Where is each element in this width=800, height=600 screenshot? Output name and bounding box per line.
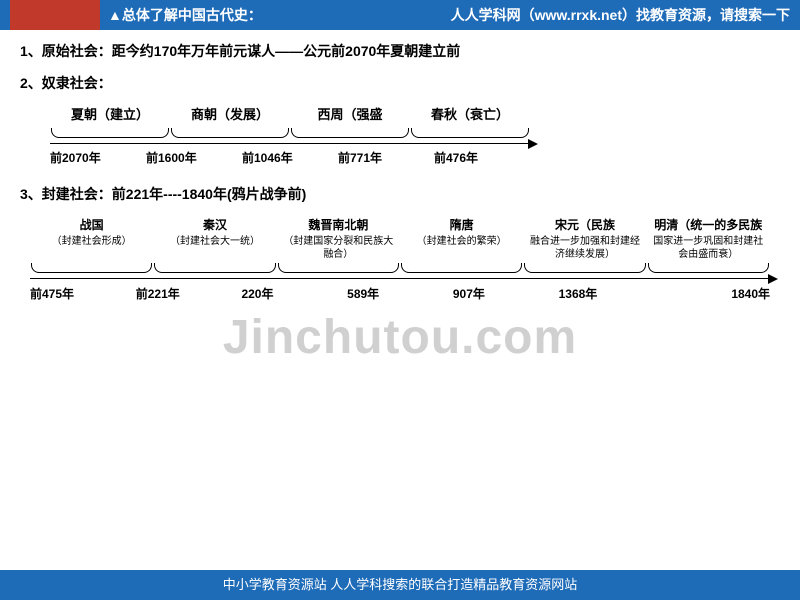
- tl2-y1: 前221年: [136, 284, 242, 304]
- logo-red: [10, 0, 100, 30]
- header-bar: ▲总体了解中国古代史： 人人学科网（www.rrxk.net）找教育资源，请搜索…: [0, 0, 800, 30]
- s1-text: 距今约170年万年前元谋人——公元前2070年夏朝建立前: [112, 43, 461, 59]
- timeline-feudal-society: 战国（封建社会形成） 秦汉（封建社会大一统） 魏晋南北朝（封建国家分裂和民族大融…: [30, 215, 770, 305]
- tl1-y2: 前1046年: [242, 148, 338, 168]
- tl2-years: 前475年 前221年 220年 589年 907年 1368年 1840年: [30, 284, 770, 304]
- page-title: ▲总体了解中国古代史：: [108, 5, 262, 25]
- tl1-years: 前2070年 前1600年 前1046年 前771年 前476年: [50, 148, 530, 168]
- tl1-y0: 前2070年: [50, 148, 146, 168]
- tl2-brackets: [30, 263, 770, 275]
- tl1-y3: 前771年: [338, 148, 434, 168]
- tl2-p5: 明清（统一的多民族国家进一步巩固和封建社会由盛而衰）: [647, 215, 770, 261]
- tl2-p0: 战国（封建社会形成）: [30, 215, 153, 261]
- tl2-y5: 1368年: [559, 284, 665, 304]
- tl2-y2: 220年: [241, 284, 347, 304]
- tl1-p2: 西周（强盛: [290, 104, 410, 126]
- tl2-y3: 589年: [347, 284, 453, 304]
- tl1-brackets: [50, 128, 530, 140]
- watermark-text: Jinchutou.com: [223, 310, 577, 365]
- tl2-p2: 魏晋南北朝（封建国家分裂和民族大融合）: [277, 215, 400, 261]
- tl2-y0: 前475年: [30, 284, 136, 304]
- tl1-y4: 前476年: [434, 148, 530, 168]
- tl1-y1: 前1600年: [146, 148, 242, 168]
- s2-label: 2、奴隶社会：: [20, 75, 112, 91]
- tl1-p0: 夏朝（建立）: [50, 104, 170, 126]
- tl2-p3: 隋唐（封建社会的繁荣）: [400, 215, 523, 261]
- s1-label: 1、原始社会：: [20, 43, 112, 59]
- tl2-p4: 宋元（民族融合进一步加强和封建经济继续发展）: [523, 215, 646, 261]
- tl2-y6: 1840年: [664, 284, 770, 304]
- content-area: 1、原始社会：距今约170年万年前元谋人——公元前2070年夏朝建立前 2、奴隶…: [0, 30, 800, 315]
- tl2-labels: 战国（封建社会形成） 秦汉（封建社会大一统） 魏晋南北朝（封建国家分裂和民族大融…: [30, 215, 770, 261]
- tl1-p3: 春秋（衰亡）: [410, 104, 530, 126]
- tl2-y4: 907年: [453, 284, 559, 304]
- section-2: 2、奴隶社会：: [20, 72, 780, 96]
- tl2-axis: [30, 278, 770, 280]
- tl2-p1: 秦汉（封建社会大一统）: [153, 215, 276, 261]
- timeline-slave-society: 夏朝（建立） 商朝（发展） 西周（强盛 春秋（衰亡） 前2070年 前1600年…: [50, 104, 530, 168]
- s3-text: 前221年----1840年(鸦片战争前): [112, 186, 306, 202]
- tl1-axis: [50, 143, 530, 145]
- tl1-p1: 商朝（发展）: [170, 104, 290, 126]
- header-link-text[interactable]: 人人学科网（www.rrxk.net）找教育资源，请搜索一下: [451, 5, 790, 25]
- footer-bar: 中小学教育资源站 人人学科搜索的联合打造精品教育资源网站: [0, 570, 800, 600]
- section-1: 1、原始社会：距今约170年万年前元谋人——公元前2070年夏朝建立前: [20, 40, 780, 64]
- s3-label: 3、封建社会：: [20, 186, 112, 202]
- tl1-labels: 夏朝（建立） 商朝（发展） 西周（强盛 春秋（衰亡）: [50, 104, 530, 126]
- section-3: 3、封建社会：前221年----1840年(鸦片战争前): [20, 183, 780, 207]
